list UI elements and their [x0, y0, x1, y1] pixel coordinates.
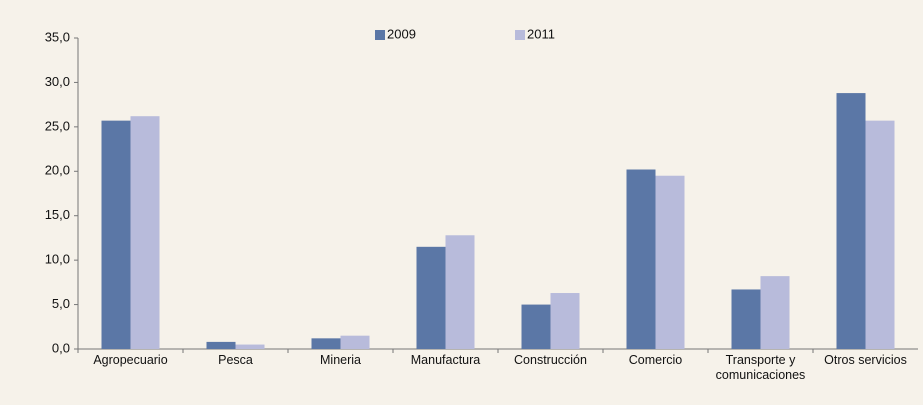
- y-tick-label: 0,0: [52, 340, 70, 355]
- bar: [865, 120, 895, 349]
- bar: [521, 304, 551, 349]
- x-tick-label: Construcción: [514, 353, 587, 367]
- bar: [416, 246, 446, 349]
- bar: [101, 120, 131, 349]
- bar: [731, 289, 761, 349]
- y-tick-label: 25,0: [45, 118, 70, 133]
- y-tick-label: 35,0: [45, 29, 70, 44]
- x-tick-label: Agropecuario: [93, 353, 168, 367]
- x-tick-label-box: Comercio: [628, 353, 683, 367]
- x-tick-label: Comercio: [628, 353, 683, 367]
- y-tick-label: 15,0: [45, 207, 70, 222]
- x-tick-label-box: Pesca: [218, 353, 253, 367]
- legend-swatch: [515, 30, 525, 40]
- x-tick-label: Transporte y comunicaciones: [715, 353, 806, 382]
- bar: [311, 338, 341, 349]
- bar: [206, 341, 236, 349]
- bar: [550, 293, 580, 349]
- x-tick-label-box: Mineria: [320, 353, 361, 367]
- x-tick-label-box: Construcción: [514, 353, 587, 367]
- bar: [760, 276, 790, 349]
- x-tick-label-box: Otros servicios: [824, 353, 907, 367]
- x-tick-label: Pesca: [218, 353, 253, 367]
- legend-label: 2011: [527, 26, 555, 41]
- bar: [626, 169, 656, 349]
- x-tick-label-box: Manufactura: [410, 353, 481, 367]
- y-tick-label: 5,0: [52, 296, 70, 311]
- legend-label: 2009: [387, 26, 416, 41]
- bar: [130, 116, 160, 350]
- bar: [235, 344, 265, 349]
- x-tick-label: Otros servicios: [824, 353, 907, 367]
- bar: [445, 235, 475, 349]
- bar: [655, 175, 685, 349]
- y-tick-label: 30,0: [45, 74, 70, 89]
- bar: [836, 93, 866, 349]
- x-tick-label: Manufactura: [410, 353, 481, 367]
- y-tick-label: 10,0: [45, 252, 70, 267]
- legend-swatch: [375, 30, 385, 40]
- x-tick-label-box: Agropecuario: [93, 353, 168, 367]
- y-tick-label: 20,0: [45, 163, 70, 178]
- x-tick-label-box: Transporte y comunicaciones: [715, 353, 806, 382]
- x-tick-label: Mineria: [320, 353, 361, 367]
- bar: [340, 335, 370, 349]
